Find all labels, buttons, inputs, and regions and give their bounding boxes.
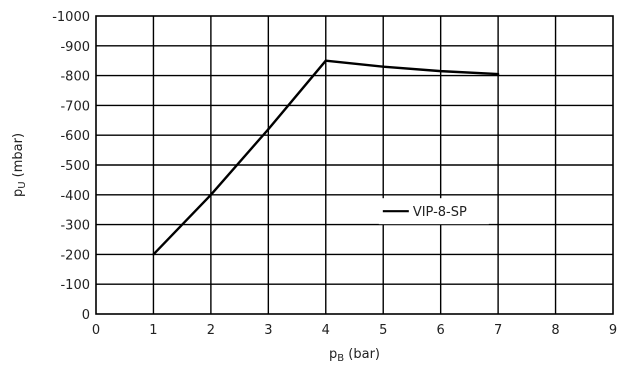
legend: VIP-8-SP — [378, 198, 489, 225]
y-tick-label: -500 — [60, 159, 90, 174]
y-axis-label: pU (mbar) — [11, 133, 28, 197]
x-tick-label: 7 — [494, 323, 502, 338]
legend-label-vip-8-sp: VIP-8-SP — [413, 205, 467, 220]
y-tick-label: -1000 — [52, 10, 90, 25]
series-layer — [152, 59, 500, 256]
x-tick-label: 2 — [207, 323, 215, 338]
y-tick-label: -300 — [60, 219, 90, 234]
x-tick-label: 1 — [149, 323, 157, 338]
data-point — [324, 59, 327, 62]
x-tick-label: 9 — [609, 323, 617, 338]
data-point — [439, 69, 442, 73]
x-tick-label: 0 — [92, 323, 100, 338]
x-tick-label: 3 — [264, 323, 272, 338]
data-point — [209, 193, 213, 196]
y-tick-label: -600 — [60, 129, 90, 144]
x-tick-label: 5 — [379, 323, 387, 338]
grid — [96, 16, 613, 314]
y-tick-label: 0 — [82, 308, 90, 323]
y-tick-label: -100 — [60, 278, 90, 293]
x-tick-label: 6 — [437, 323, 445, 338]
x-tick-label: 8 — [551, 323, 559, 338]
y-tick-label: -700 — [60, 99, 90, 114]
y-tick-label: -400 — [60, 189, 90, 204]
y-tick-label: -800 — [60, 70, 90, 85]
data-point — [496, 72, 500, 76]
y-tick-labels: 0 -100 -200 -300 -400 -500 -600 -700 -800 -900 -10… — [52, 10, 90, 323]
data-point — [152, 253, 155, 256]
data-point — [382, 65, 385, 68]
plot-frame — [95, 15, 614, 315]
x-tick-label: 4 — [322, 323, 330, 338]
y-tick-label: -900 — [60, 40, 90, 55]
x-tick-labels: 0 1 2 3 4 5 6 7 8 9 — [92, 323, 617, 338]
x-axis-label: pB (bar) — [329, 347, 380, 364]
y-tick-label: -200 — [60, 248, 90, 263]
data-point — [267, 128, 270, 131]
